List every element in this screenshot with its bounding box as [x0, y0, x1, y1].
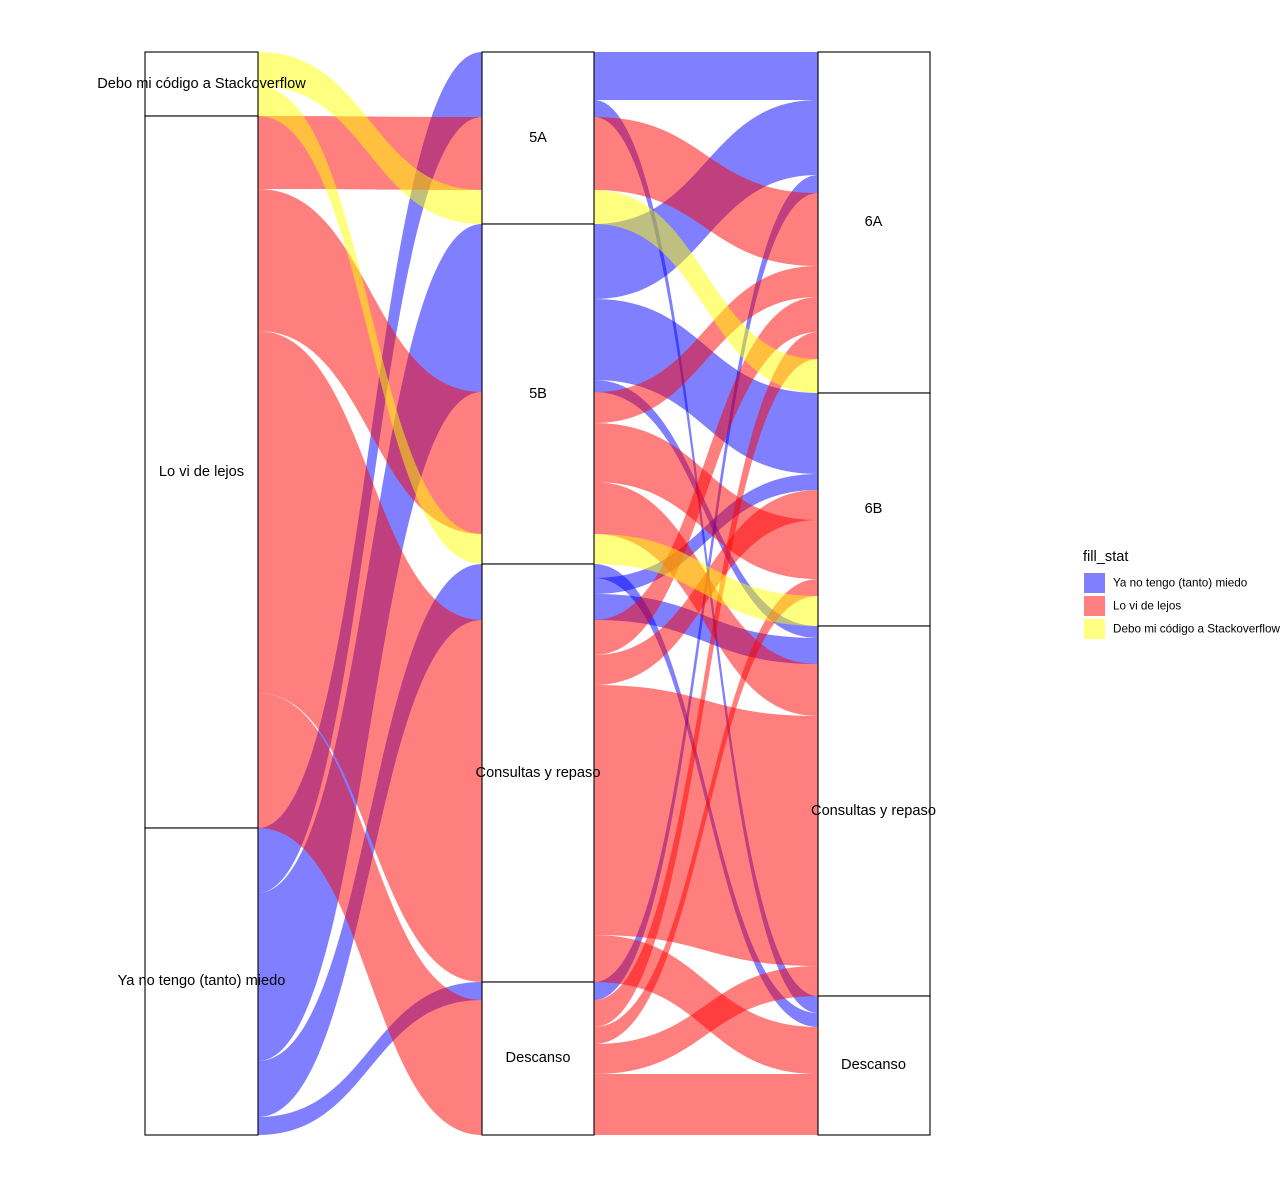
svg-text:Debo mi código a Stackoverflow: Debo mi código a Stackoverflow — [1113, 623, 1280, 636]
svg-text:6A: 6A — [865, 214, 883, 230]
svg-text:6B: 6B — [865, 501, 883, 517]
svg-text:Consultas y repaso: Consultas y repaso — [476, 765, 601, 781]
svg-text:5B: 5B — [529, 386, 547, 402]
svg-text:Descanso: Descanso — [841, 1057, 906, 1073]
svg-text:Lo vi de lejos: Lo vi de lejos — [1113, 600, 1181, 613]
svg-text:Descanso: Descanso — [506, 1050, 571, 1066]
svg-text:Lo vi de lejos: Lo vi de lejos — [159, 464, 244, 480]
svg-text:5A: 5A — [529, 130, 547, 146]
svg-text:Ya no tengo (tanto) miedo: Ya no tengo (tanto) miedo — [1113, 577, 1248, 590]
svg-text:Consultas y repaso: Consultas y repaso — [811, 803, 936, 819]
svg-text:fill_stat: fill_stat — [1083, 549, 1128, 565]
svg-text:Debo mi código a Stackoverflow: Debo mi código a Stackoverflow — [97, 76, 306, 92]
svg-text:Ya no tengo (tanto) miedo: Ya no tengo (tanto) miedo — [118, 973, 286, 989]
